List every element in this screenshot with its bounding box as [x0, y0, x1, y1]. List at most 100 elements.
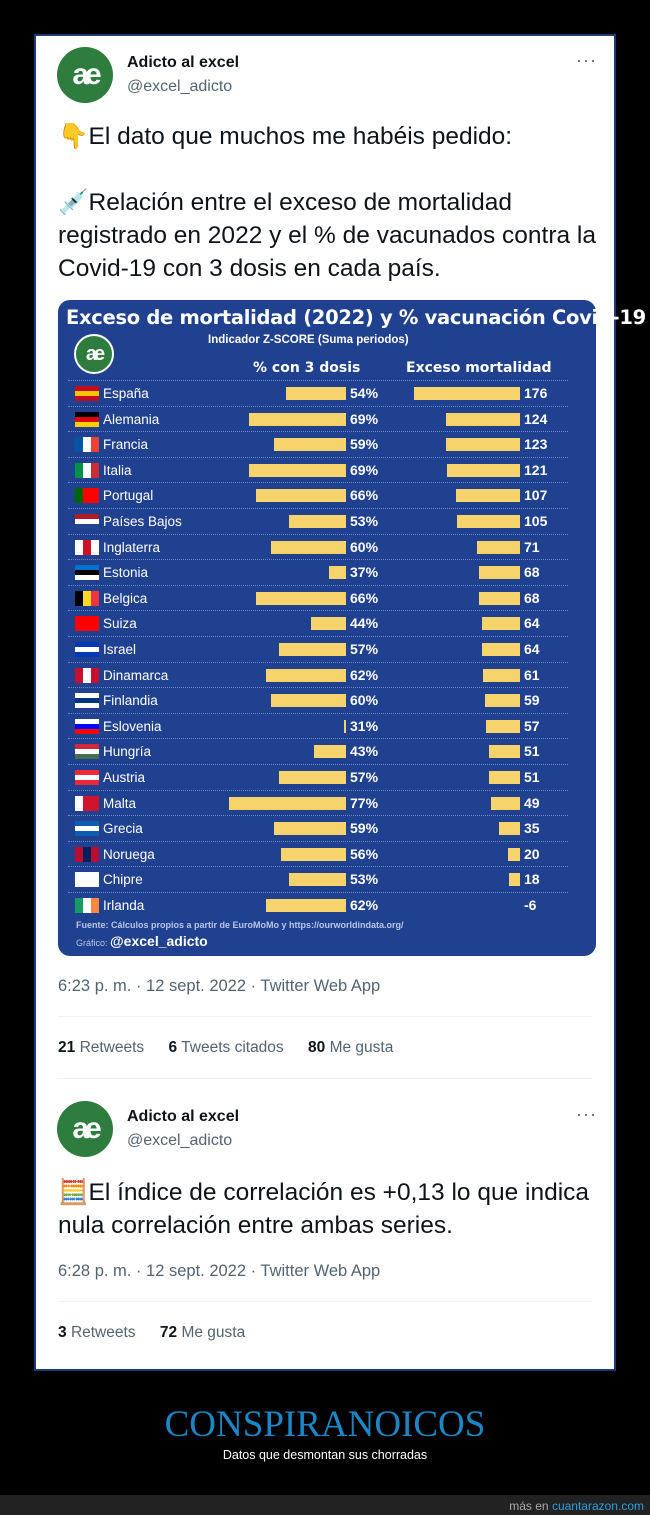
likes-stat[interactable]: 72 Me gusta [159, 1324, 246, 1341]
excess-label: 61 [524, 666, 540, 683]
country-name: Portugal [103, 488, 154, 504]
vax-bar [273, 438, 346, 452]
likes-stat[interactable]: 80 Me gusta [308, 1039, 394, 1056]
table-row: Italia 69% 121 [68, 456, 568, 483]
vax-bar [288, 873, 346, 887]
avatar[interactable]: ae [57, 47, 113, 103]
excess-bar [477, 540, 520, 554]
vax-bar [288, 515, 346, 528]
country-name: Alemania [103, 411, 160, 427]
excess-bar [485, 719, 520, 733]
excess-bar [457, 515, 520, 528]
country-name: Israel [103, 642, 137, 657]
tweet-timestamp[interactable]: 6:23 p. m. · 12 sept. 2022 · Twitter Web… [58, 977, 381, 995]
syringe-icon: 💉 [58, 189, 89, 216]
quotes-stat[interactable]: 6 Tweets citados [168, 1039, 284, 1056]
flag-icon [75, 386, 99, 401]
tweet-card: ae Adicto al excel @excel_adicto ··· 👇El… [34, 34, 646, 1371]
tweet-timestamp[interactable]: 6:28 p. m. · 12 sept. 2022 · Twitter Web… [58, 1262, 381, 1280]
table-row: Irlanda 62% -6 [68, 892, 568, 918]
meme-title: CONSPIRANOICOS [164, 1404, 486, 1445]
table-row: Austria 57% 51 [68, 764, 568, 790]
more-label: más en [509, 1499, 549, 1513]
author-handle[interactable]: @excel_adicto [127, 78, 233, 95]
excess-bar [508, 847, 520, 861]
more-options-icon[interactable]: ··· [576, 1104, 597, 1124]
tweet-stats: 3 Retweets 72 Me gusta [58, 1324, 265, 1342]
flag-icon [75, 744, 99, 760]
table-row: Suiza 44% 64 [68, 610, 568, 636]
vax-label: 43% [350, 743, 379, 760]
vax-label: 37% [350, 564, 379, 581]
excess-label: 68 [524, 589, 540, 606]
country-name: Belgica [103, 590, 148, 606]
flag-icon [75, 488, 99, 504]
flag-icon [75, 667, 99, 683]
divider [58, 1078, 592, 1079]
vax-label: 60% [350, 538, 379, 555]
country-name: Italia [103, 462, 132, 478]
vax-label: 54% [350, 385, 379, 401]
excess-label: 64 [524, 641, 540, 657]
chart-credit: Gráfico: @excel_adicto [76, 933, 208, 949]
excess-bar [489, 745, 520, 759]
country-name: Estonia [103, 565, 149, 581]
table-row: Inglaterra 60% 71 [68, 533, 568, 560]
excess-bar [499, 822, 520, 836]
chart-subtitle: Indicador Z-SCORE (Suma periodos) [208, 334, 409, 346]
table-row: Chipre 53% 18 [68, 866, 568, 892]
tweet-text: Relación entre el exceso de mortalidad r… [58, 189, 596, 282]
excess-bar [489, 771, 520, 784]
vax-bar [343, 719, 346, 733]
excess-bar [479, 591, 520, 605]
table-row: Hungría 43% 51 [68, 738, 568, 764]
excess-label: 123 [524, 436, 548, 453]
vax-label: 59% [350, 436, 379, 453]
vax-bar [273, 822, 346, 836]
table-row: Países Bajos 53% 105 [68, 508, 568, 534]
excess-label: 59 [524, 692, 540, 709]
divider [58, 1301, 592, 1302]
flag-icon [75, 846, 99, 862]
chart-title: Exceso de mortalidad (2022) y % vacunaci… [66, 306, 646, 329]
tweet-text-line2: 💉Relación entre el exceso de mortalidad … [58, 186, 608, 285]
vax-label: 56% [350, 845, 379, 862]
more-options-icon[interactable]: ··· [576, 50, 597, 70]
excess-bar [509, 873, 520, 887]
excess-label: 35 [524, 820, 540, 837]
excess-bar [455, 489, 520, 503]
retweets-stat[interactable]: 3 Retweets [58, 1324, 136, 1341]
author-handle[interactable]: @excel_adicto [127, 1132, 233, 1149]
country-name: Grecia [103, 821, 143, 837]
author-name[interactable]: Adicto al excel [127, 54, 240, 71]
country-name: Suiza [103, 616, 137, 632]
site-link[interactable]: cuantarazon.com [551, 1499, 644, 1513]
excess-bar [490, 796, 520, 810]
excess-bar [447, 463, 520, 477]
vax-label: 62% [350, 897, 379, 913]
excess-label: 64 [524, 615, 540, 632]
flag-icon [75, 898, 99, 913]
column-header-vax: % con 3 dosis [253, 360, 361, 376]
credit-handle: @excel_adicto [110, 933, 208, 949]
flag-icon [75, 590, 99, 606]
site-bar: más en cuantarazon.com [0, 1495, 650, 1515]
vax-label: 31% [350, 717, 379, 734]
excess-label: 124 [524, 410, 548, 427]
avatar[interactable]: ae [57, 1101, 113, 1157]
vax-label: 53% [350, 513, 379, 529]
pointing-down-icon: 👇 [58, 123, 89, 150]
retweets-stat[interactable]: 21 Retweets [58, 1039, 145, 1056]
vax-bar [256, 489, 346, 503]
flag-icon [75, 565, 99, 581]
vax-label: 77% [350, 794, 379, 811]
excess-bar [484, 694, 520, 708]
vax-bar [278, 643, 346, 656]
chart-logo: ae [74, 334, 114, 374]
excess-label: 176 [524, 385, 548, 401]
excess-bar [446, 438, 520, 452]
author-name[interactable]: Adicto al excel [127, 1108, 240, 1125]
chart-image[interactable]: Exceso de mortalidad (2022) y % vacunaci… [58, 300, 646, 956]
tweet-text: 🧮El índice de correlación es +0,13 lo qu… [58, 1176, 608, 1242]
excess-label: 71 [524, 538, 540, 555]
